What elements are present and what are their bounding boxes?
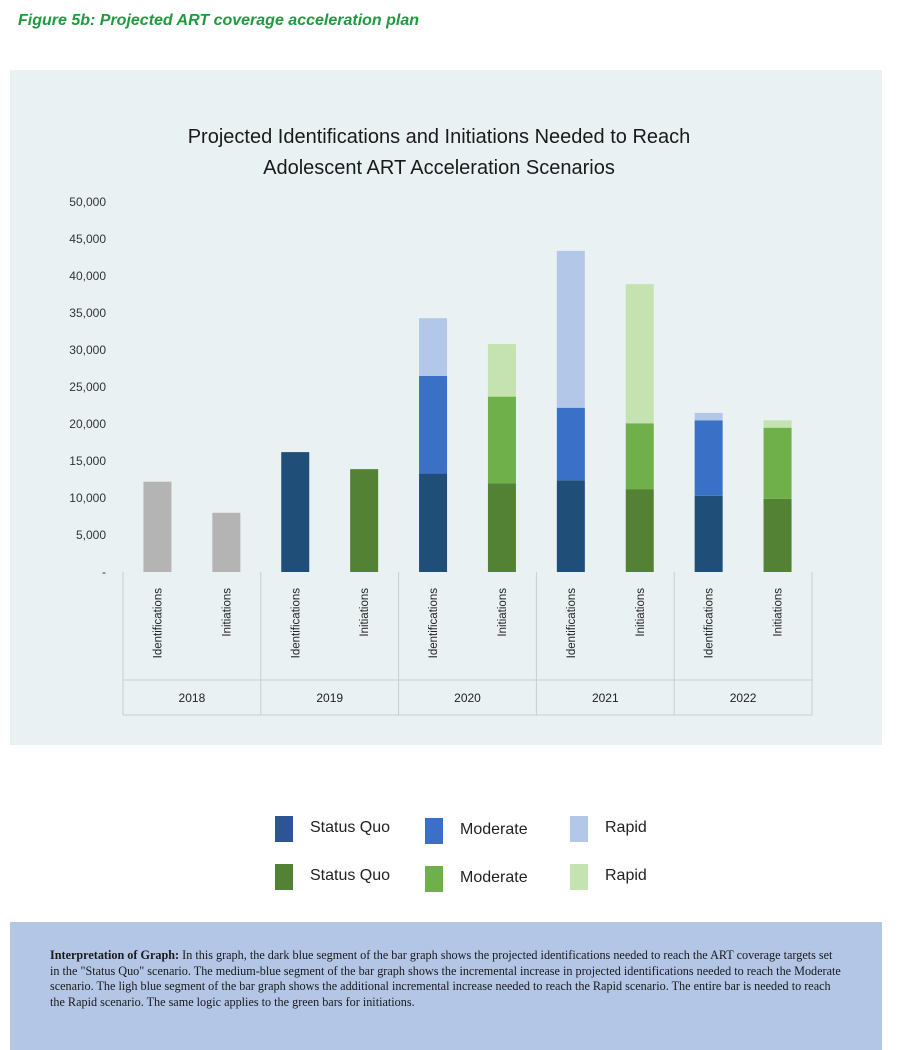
y-tick-label: - xyxy=(102,565,106,579)
bar-segment-2021-identifications-rapid xyxy=(556,250,585,408)
y-tick-label: 25,000 xyxy=(69,380,106,394)
bar-segment-2018-identifications-status-quo xyxy=(143,481,172,572)
interpretation-box: Interpretation of Graph: In this graph, … xyxy=(10,922,882,1050)
bar-segment-2021-identifications-moderate xyxy=(556,407,585,481)
bar-segment-2021-initiations-status-quo xyxy=(625,489,654,572)
y-tick-label: 35,000 xyxy=(69,306,106,320)
y-tick-label: 10,000 xyxy=(69,491,106,505)
y-tick-label: 50,000 xyxy=(69,195,106,209)
chart-title-line: Adolescent ART Acceleration Scenarios xyxy=(263,157,615,179)
legend-label: Rapid xyxy=(605,867,647,884)
x-category-label: Identifications xyxy=(704,588,716,659)
legend-label: Moderate xyxy=(460,869,528,886)
bar-segment-2019-identifications-status-quo xyxy=(281,452,310,572)
bar-segment-2022-identifications-rapid xyxy=(694,412,723,421)
bar-segment-2022-initiations-rapid xyxy=(763,420,792,428)
bar-segment-2021-identifications-status-quo xyxy=(556,480,585,572)
x-group-label: 2019 xyxy=(316,691,343,705)
chart-panel: Projected Identifications and Initiation… xyxy=(10,70,882,745)
interpretation-body: In this graph, the dark blue segment of … xyxy=(50,948,841,1009)
interpretation-text: Interpretation of Graph: In this graph, … xyxy=(50,948,844,1010)
bar-segment-2022-identifications-status-quo xyxy=(694,495,723,572)
legend-label: Status Quo xyxy=(310,867,391,884)
x-category-label: Identifications xyxy=(566,588,578,659)
bar-segment-2022-initiations-moderate xyxy=(763,427,792,499)
legend-swatch-blue-moderate xyxy=(425,818,443,844)
legend-swatch-green-moderate xyxy=(425,866,443,892)
legend-label: Moderate xyxy=(460,821,528,838)
bar-segment-2019-initiations-status-quo xyxy=(350,469,379,572)
x-category-label: Initiations xyxy=(497,588,509,637)
x-group-label: 2021 xyxy=(592,691,619,705)
figure-caption: Figure 5b: Projected ART coverage accele… xyxy=(18,12,420,29)
x-category-label: Initiations xyxy=(221,588,233,637)
bar-segment-2022-initiations-status-quo xyxy=(763,498,792,572)
x-group-label: 2022 xyxy=(730,691,757,705)
x-group-label: 2018 xyxy=(179,691,206,705)
x-group-label: 2020 xyxy=(454,691,481,705)
y-tick-label: 30,000 xyxy=(69,343,106,357)
bar-segment-2020-initiations-moderate xyxy=(487,396,516,484)
bar-segment-2021-initiations-moderate xyxy=(625,423,654,490)
y-tick-label: 20,000 xyxy=(69,417,106,431)
legend-swatch-green-rapid xyxy=(570,864,588,890)
legend-label: Rapid xyxy=(605,819,647,836)
bar-segment-2021-initiations-rapid xyxy=(625,284,654,424)
x-category-label: Initiations xyxy=(635,588,647,637)
legend-swatch-blue-rapid xyxy=(570,816,588,842)
bar-segment-2022-identifications-moderate xyxy=(694,420,723,496)
chart-legend: Status Quo Moderate Rapid Status Quo Mod… xyxy=(250,812,670,902)
y-tick-label: 15,000 xyxy=(69,454,106,468)
bar-segment-2020-initiations-rapid xyxy=(487,344,516,397)
legend-swatch-blue-status-quo xyxy=(275,816,293,842)
x-category-label: Initiations xyxy=(773,588,785,637)
chart-title-line: Projected Identifications and Initiation… xyxy=(188,126,691,148)
legend-label: Status Quo xyxy=(310,819,391,836)
x-category-label: Identifications xyxy=(428,588,440,659)
bar-segment-2020-identifications-status-quo xyxy=(419,473,448,572)
y-tick-label: 45,000 xyxy=(69,232,106,246)
x-category-label: Identifications xyxy=(290,588,302,659)
bar-segment-2018-initiations-status-quo xyxy=(212,512,241,572)
y-tick-label: 5,000 xyxy=(76,528,106,542)
bar-chart: Projected Identifications and Initiation… xyxy=(69,126,813,716)
x-category-label: Initiations xyxy=(359,588,371,637)
y-tick-label: 40,000 xyxy=(69,269,106,283)
x-category-label: Identifications xyxy=(152,588,164,659)
bar-segment-2020-initiations-status-quo xyxy=(487,483,516,572)
bar-segment-2020-identifications-rapid xyxy=(419,318,448,376)
legend-swatch-green-status-quo xyxy=(275,864,293,890)
bar-segment-2020-identifications-moderate xyxy=(419,375,448,474)
interpretation-heading: Interpretation of Graph: xyxy=(50,948,180,962)
